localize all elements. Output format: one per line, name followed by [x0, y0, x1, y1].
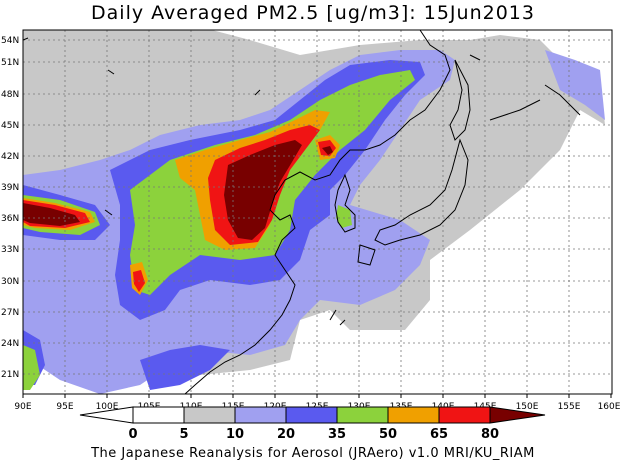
lat-tick-label: 24N	[1, 339, 19, 349]
lat-tick-label: 51N	[1, 58, 19, 68]
contour-lightblue-2	[23, 300, 80, 340]
credit-line: The Japanese Reanalysis for Aerosol (JRA…	[91, 446, 535, 461]
lat-tick-label: 39N	[1, 183, 19, 193]
lon-tick-label: 95E	[56, 402, 73, 412]
lon-tick-label: 150E	[516, 402, 539, 412]
colorbar-label: 65	[430, 427, 448, 442]
colorbar-label: 5	[179, 427, 188, 442]
gridlines	[23, 30, 612, 394]
colorbar-segment	[387, 406, 440, 424]
lat-tick-label: 21N	[1, 370, 19, 380]
colorbar-segment	[336, 406, 389, 424]
lat-tick-label: 54N	[1, 36, 19, 46]
colorbar-segment	[132, 406, 185, 424]
colorbar: 0 5 10 20 35 50 65 80	[79, 406, 546, 442]
colorbar-label: 10	[226, 427, 244, 442]
lat-tick-label: 33N	[1, 245, 19, 255]
colorbar-segment	[438, 406, 491, 424]
lat-tick-label: 36N	[1, 214, 19, 224]
lat-tick-label: 30N	[1, 277, 19, 287]
lon-tick-label: 155E	[558, 402, 581, 412]
contour-darkred-3	[322, 146, 333, 155]
lat-tick-label: 45N	[1, 121, 19, 131]
coastlines	[23, 30, 581, 394]
pm25-contours	[23, 30, 605, 394]
colorbar-label: 0	[128, 427, 137, 442]
contour-darkred-2	[23, 203, 80, 226]
lat-labels: 21N 24N 27N 30N 33N 36N 39N 42N 45N 48N …	[1, 36, 19, 380]
map-title: Daily Averaged PM2.5 [ug/m3]: 15Jun2013	[91, 2, 535, 24]
colorbar-segment	[285, 406, 338, 424]
colorbar-label: 50	[379, 427, 397, 442]
colorbar-label: 80	[481, 427, 499, 442]
lat-tick-label: 48N	[1, 90, 19, 100]
lon-tick-label: 90E	[14, 402, 31, 412]
colorbar-segment	[489, 406, 546, 424]
colorbar-segment	[234, 406, 287, 424]
contour-green-3	[23, 345, 40, 390]
colorbar-label: 20	[277, 427, 295, 442]
colorbar-segment	[183, 406, 236, 424]
contour-gray-2	[23, 110, 180, 180]
contour-darkred	[224, 140, 302, 240]
lon-tick-label: 100E	[96, 402, 119, 412]
colorbar-label: 35	[328, 427, 346, 442]
contour-lightblue-3	[545, 50, 605, 120]
lat-tick-label: 42N	[1, 152, 19, 162]
lon-tick-label: 160E	[598, 402, 621, 412]
contour-green-4	[336, 205, 352, 228]
lat-tick-label: 27N	[1, 308, 19, 318]
tick-marks	[22, 394, 612, 398]
contour-blue-4	[140, 345, 230, 390]
